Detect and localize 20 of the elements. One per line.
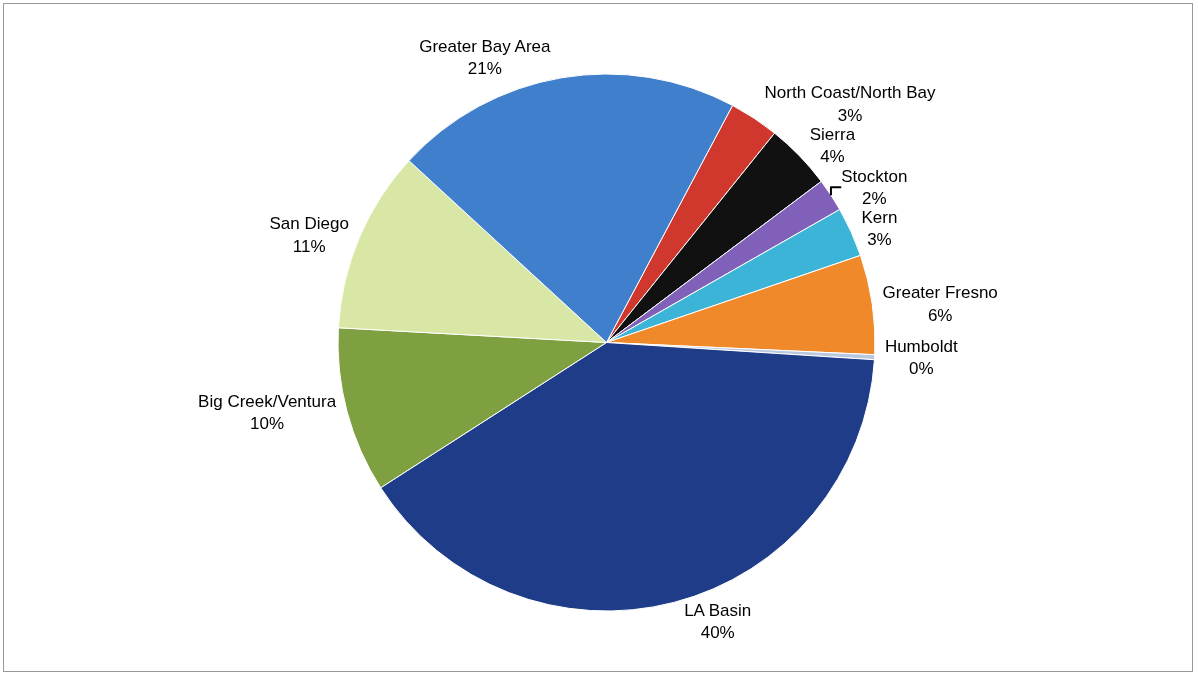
slice-label: Greater Fresno: [882, 283, 998, 303]
data-label: 10%: [250, 413, 285, 433]
data-label: 4%: [820, 147, 845, 167]
slice-label: LA Basin: [684, 601, 752, 621]
data-label: 3%: [837, 105, 863, 125]
slice-label: San Diego: [269, 214, 349, 234]
data-label: 21%: [467, 59, 502, 79]
slice-label: Greater Bay Area: [419, 37, 552, 57]
slice-label: Big Creek/Ventura: [198, 391, 337, 411]
slice-label: Stockton: [841, 166, 908, 186]
slice-label: Sierra: [809, 125, 856, 145]
data-label: 11%: [292, 236, 326, 256]
data-label: 0%: [908, 358, 934, 378]
data-label: 3%: [867, 230, 892, 250]
data-label: 40%: [700, 623, 735, 643]
slice-label: Humboldt: [884, 336, 958, 356]
data-label: 2%: [862, 188, 887, 208]
slice-label: North Coast/North Bay: [764, 83, 937, 103]
data-label: 6%: [927, 305, 953, 325]
slice-label: Kern: [861, 207, 898, 227]
